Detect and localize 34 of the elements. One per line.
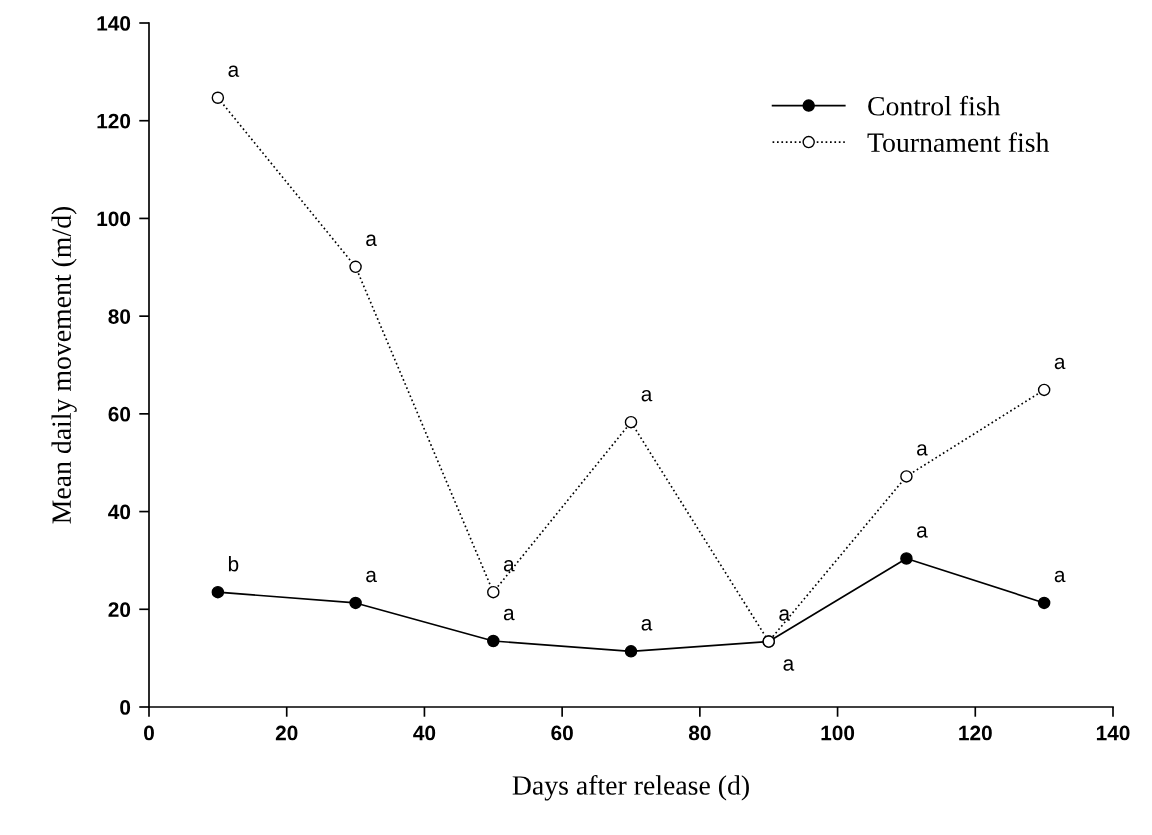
annotation: a [503,608,515,621]
x-tick-label: 140 [1096,725,1130,741]
x-tick-label: 120 [959,725,992,741]
y-tick-label: 120 [97,113,131,129]
annotation: a [641,619,653,631]
y-axis-title: Mean daily movement (m/d) [51,206,77,524]
x-tick-label: 40 [413,725,436,741]
y-tick-label: 20 [108,602,131,618]
x-tick-label: 80 [688,725,711,741]
annotation: a [917,444,928,456]
x-tick-label: 0 [144,725,154,741]
annotation: a [779,609,791,621]
y-tick-label: 40 [108,504,131,520]
legend-label: Tournament fish [867,132,1050,153]
annotation: a [366,570,377,583]
y-tick-label: 80 [108,309,131,324]
x-tick-label: 20 [275,725,298,741]
annotation: a [641,389,653,402]
annotation: a [503,559,515,572]
annotation: a [228,65,240,77]
x-axis-title: Days after release (d) [512,775,749,801]
annotation: a [783,659,795,671]
legend-label: Control fish [868,95,1001,116]
annotation: a [1054,570,1066,583]
y-tick-label: 60 [108,406,131,422]
x-tick-label: 100 [821,725,855,741]
y-tick-label: 0 [120,700,131,715]
annotation: a [917,526,928,538]
y-tick-label: 100 [97,211,131,227]
annotation: a [1054,357,1066,370]
y-tick-label: 140 [97,16,131,31]
annotation: a [366,234,377,247]
x-tick-label: 60 [551,725,573,741]
annotation: b [228,556,239,572]
